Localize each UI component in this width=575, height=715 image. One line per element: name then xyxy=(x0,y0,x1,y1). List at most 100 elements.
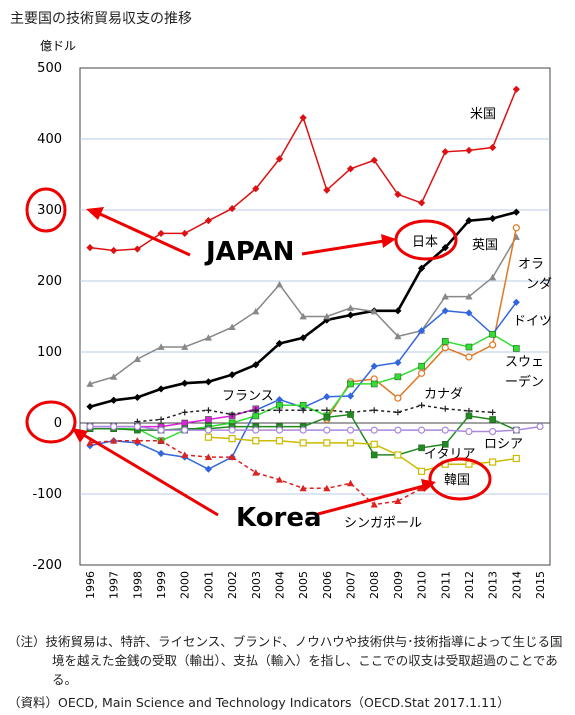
y-tick-label: 100 xyxy=(37,345,62,360)
series-line xyxy=(90,425,541,433)
data-point xyxy=(465,353,473,361)
source-text: （資料）OECD, Main Science and Technology In… xyxy=(8,695,510,710)
data-point xyxy=(157,449,165,458)
data-point xyxy=(228,435,236,443)
data-point xyxy=(181,409,188,416)
data-point xyxy=(181,229,189,238)
chart-title: 主要国の技術貿易収支の推移 xyxy=(10,11,192,27)
data-point xyxy=(275,395,284,404)
data-point xyxy=(441,338,449,345)
x-tick-label: 2010 xyxy=(416,571,429,599)
data-point xyxy=(181,426,189,434)
data-point xyxy=(346,426,355,434)
footnote-text: （注）技術貿易は、特許、ライセンス、ブランド、ノウハウや技術供与･技術指導によっ… xyxy=(8,634,563,687)
data-point xyxy=(370,451,378,459)
data-point xyxy=(323,426,331,434)
data-point xyxy=(275,476,284,483)
data-point xyxy=(157,343,165,350)
y-tick-label: 500 xyxy=(37,61,62,76)
annotation-japan: JAPAN xyxy=(204,237,294,267)
data-point xyxy=(489,427,497,436)
footnote: （注）技術貿易は、特許、ライセンス、ブランド、ノウハウや技術供与･技術指導によっ… xyxy=(8,632,568,689)
data-point xyxy=(465,460,473,468)
data-point xyxy=(204,465,213,473)
data-point xyxy=(205,407,212,414)
data-point xyxy=(489,458,497,466)
x-tick-label: 2014 xyxy=(510,571,523,599)
data-point xyxy=(512,298,520,306)
data-point xyxy=(110,422,118,431)
label-sweden-2: ーデン xyxy=(505,374,544,390)
label-sweden-1: スウェ xyxy=(505,355,544,370)
data-point xyxy=(157,426,165,434)
x-tick-label: 2015 xyxy=(534,571,547,599)
data-point xyxy=(300,407,307,414)
x-tick-label: 1997 xyxy=(108,571,121,599)
data-point xyxy=(370,440,378,448)
annotations: JAPAN Korea xyxy=(25,187,492,533)
data-point xyxy=(489,409,496,416)
x-tick-label: 2003 xyxy=(250,571,263,599)
label-uk: 英国 xyxy=(472,238,498,253)
data-point xyxy=(181,451,189,458)
data-point xyxy=(394,497,402,504)
data-point xyxy=(299,312,307,320)
series-line xyxy=(208,436,517,473)
gridlines xyxy=(80,138,550,495)
data-point xyxy=(465,343,473,351)
data-point xyxy=(465,309,473,317)
annotation-korea: Korea xyxy=(236,503,322,533)
data-point xyxy=(370,426,378,434)
x-tick-label: 2000 xyxy=(179,571,192,599)
data-point xyxy=(133,245,141,253)
x-tick-label: 2001 xyxy=(202,571,215,599)
data-point xyxy=(346,311,355,319)
label-singapore: シンガポール xyxy=(344,516,422,531)
data-point xyxy=(86,422,94,431)
arrow-japan-left xyxy=(99,212,191,257)
x-tick-label: 2006 xyxy=(321,571,334,599)
data-point xyxy=(512,224,520,232)
data-point xyxy=(252,426,260,434)
data-point xyxy=(512,85,520,93)
data-point xyxy=(252,185,260,193)
data-point xyxy=(394,190,402,198)
label-netherlands-1: オラ xyxy=(518,257,544,272)
x-tick-label: 2004 xyxy=(273,571,286,599)
y-tick-label: 300 xyxy=(37,203,62,218)
x-tick-label: 1999 xyxy=(155,571,168,599)
data-point xyxy=(512,208,520,216)
data-point xyxy=(276,407,283,414)
data-point xyxy=(204,426,213,434)
data-point xyxy=(394,307,402,315)
x-tick-label: 2011 xyxy=(439,571,452,599)
y-axis-unit: 億ドル xyxy=(40,39,76,53)
series-ロシア xyxy=(86,422,544,436)
label-canada: カナダ xyxy=(424,387,463,402)
label-korea: 韓国 xyxy=(444,473,470,488)
data-point xyxy=(181,379,189,387)
arrowhead-japan-right xyxy=(381,234,396,248)
data-point xyxy=(252,407,259,414)
data-point xyxy=(370,362,378,370)
data-point xyxy=(252,307,260,315)
data-point xyxy=(370,156,378,164)
data-point xyxy=(417,369,426,377)
data-point xyxy=(512,426,520,434)
data-point xyxy=(346,165,355,173)
y-tick-label: 200 xyxy=(37,274,62,289)
data-point xyxy=(465,217,473,225)
data-point xyxy=(204,453,213,460)
highlight-0 xyxy=(25,400,77,444)
series-layer xyxy=(86,85,544,508)
arrow-korea-left xyxy=(81,432,219,517)
label-france: フランス xyxy=(222,389,274,404)
data-point xyxy=(323,484,331,492)
data-point xyxy=(252,361,260,369)
data-point xyxy=(489,143,497,152)
data-point xyxy=(394,332,402,340)
label-japan: 日本 xyxy=(412,235,438,250)
data-point xyxy=(465,293,473,300)
data-point xyxy=(275,155,284,163)
data-point xyxy=(323,414,331,421)
